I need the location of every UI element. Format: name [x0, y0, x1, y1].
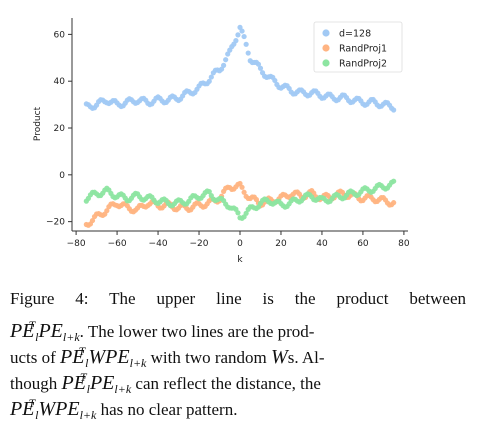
- legend-marker: [322, 44, 330, 52]
- data-point: [245, 50, 251, 56]
- series-d-128: [83, 24, 397, 113]
- x-axis-label: k: [237, 255, 243, 265]
- series-randproj2: [83, 178, 397, 221]
- data-point: [239, 28, 245, 34]
- caption-text: . The lower two lines are the prod-: [79, 322, 315, 341]
- data-point: [241, 189, 247, 195]
- caption-text: ucts of: [10, 348, 56, 367]
- y-axis-label: Product: [33, 106, 43, 141]
- data-point: [218, 66, 225, 72]
- plot-area: [83, 24, 397, 228]
- x-tick-label: 0: [237, 239, 243, 249]
- x-tick-label: 80: [398, 239, 410, 249]
- data-point: [104, 208, 110, 214]
- legend-label: RandProj1: [339, 44, 387, 55]
- data-point: [272, 77, 278, 84]
- data-point: [257, 65, 264, 71]
- caption-text: though: [10, 374, 58, 393]
- caption-text: Figure 4: The upper line is the product …: [10, 289, 466, 308]
- x-tick-label: −60: [108, 239, 127, 249]
- data-point: [225, 51, 231, 57]
- data-point: [89, 217, 96, 224]
- x-tick-label: −40: [149, 239, 168, 249]
- data-point: [243, 210, 249, 216]
- data-point: [235, 210, 241, 216]
- legend-box: [313, 21, 403, 73]
- data-point: [206, 78, 212, 84]
- x-tick-label: 40: [316, 239, 328, 249]
- caption-line-5: PETlWPEl+k has no clear pattern.: [10, 390, 466, 422]
- y-tick-label: 20: [54, 124, 66, 134]
- data-point: [208, 74, 214, 80]
- legend-label: RandProj2: [339, 59, 387, 70]
- data-point: [255, 61, 262, 67]
- y-tick-label: 60: [54, 30, 66, 40]
- caption-text: s. Al-: [287, 348, 325, 367]
- data-point: [235, 32, 241, 38]
- data-point: [243, 41, 249, 47]
- caption-text: with two random: [150, 348, 267, 367]
- caption-line-3: ucts of PETlWPEl+k with two random Ws. A…: [10, 338, 466, 370]
- x-tick-label: 20: [275, 239, 287, 249]
- caption-text: has no clear pattern.: [100, 400, 238, 419]
- data-point: [391, 200, 397, 206]
- y-tick-label: 40: [54, 77, 66, 87]
- y-tick-label: 0: [59, 171, 65, 181]
- caption-math: PETlWPEl+k: [10, 396, 97, 422]
- caption-math: PETlPEl+k: [10, 318, 80, 344]
- data-point: [239, 184, 245, 190]
- caption-text: can reflect the distance, the: [135, 374, 321, 393]
- caption-line-4: though PETlPEl+k can reflect the distanc…: [10, 364, 466, 396]
- caption-math: W: [271, 346, 288, 368]
- figure-caption: Figure 4: The upper line is the product …: [10, 286, 466, 422]
- legend-marker: [322, 59, 330, 67]
- x-tick-label: −20: [190, 239, 209, 249]
- data-point: [241, 33, 247, 40]
- caption-line-2: PETlPEl+k. The lower two lines are the p…: [10, 312, 466, 344]
- caption-math: PETlWPEl+k: [60, 344, 147, 370]
- y-tick-label: −20: [46, 218, 65, 228]
- x-tick-label: 60: [357, 239, 369, 249]
- x-tick-label: −80: [67, 239, 86, 249]
- data-point: [206, 189, 212, 195]
- legend-label: d=128: [339, 29, 371, 40]
- y-ticks: −20 0 20 40 60: [46, 30, 72, 228]
- legend: d=128 RandProj1 RandProj2: [313, 21, 403, 73]
- caption-math: PETlPEl+k: [61, 370, 132, 396]
- data-point: [391, 107, 397, 113]
- data-point: [391, 178, 397, 184]
- series-randproj1: [83, 180, 397, 228]
- x-ticks: −80 −60 −40 −20 0 20 40 60 80: [67, 231, 410, 249]
- caption-line-1: Figure 4: The upper line is the product …: [10, 286, 466, 312]
- legend-marker: [322, 29, 330, 37]
- data-point: [223, 57, 229, 63]
- data-point: [233, 38, 239, 44]
- scatter-chart: −80 −60 −40 −20 0 20 40 60 80 −20 0 20 40 60 k Produ…: [33, 18, 410, 265]
- data-point: [221, 62, 227, 68]
